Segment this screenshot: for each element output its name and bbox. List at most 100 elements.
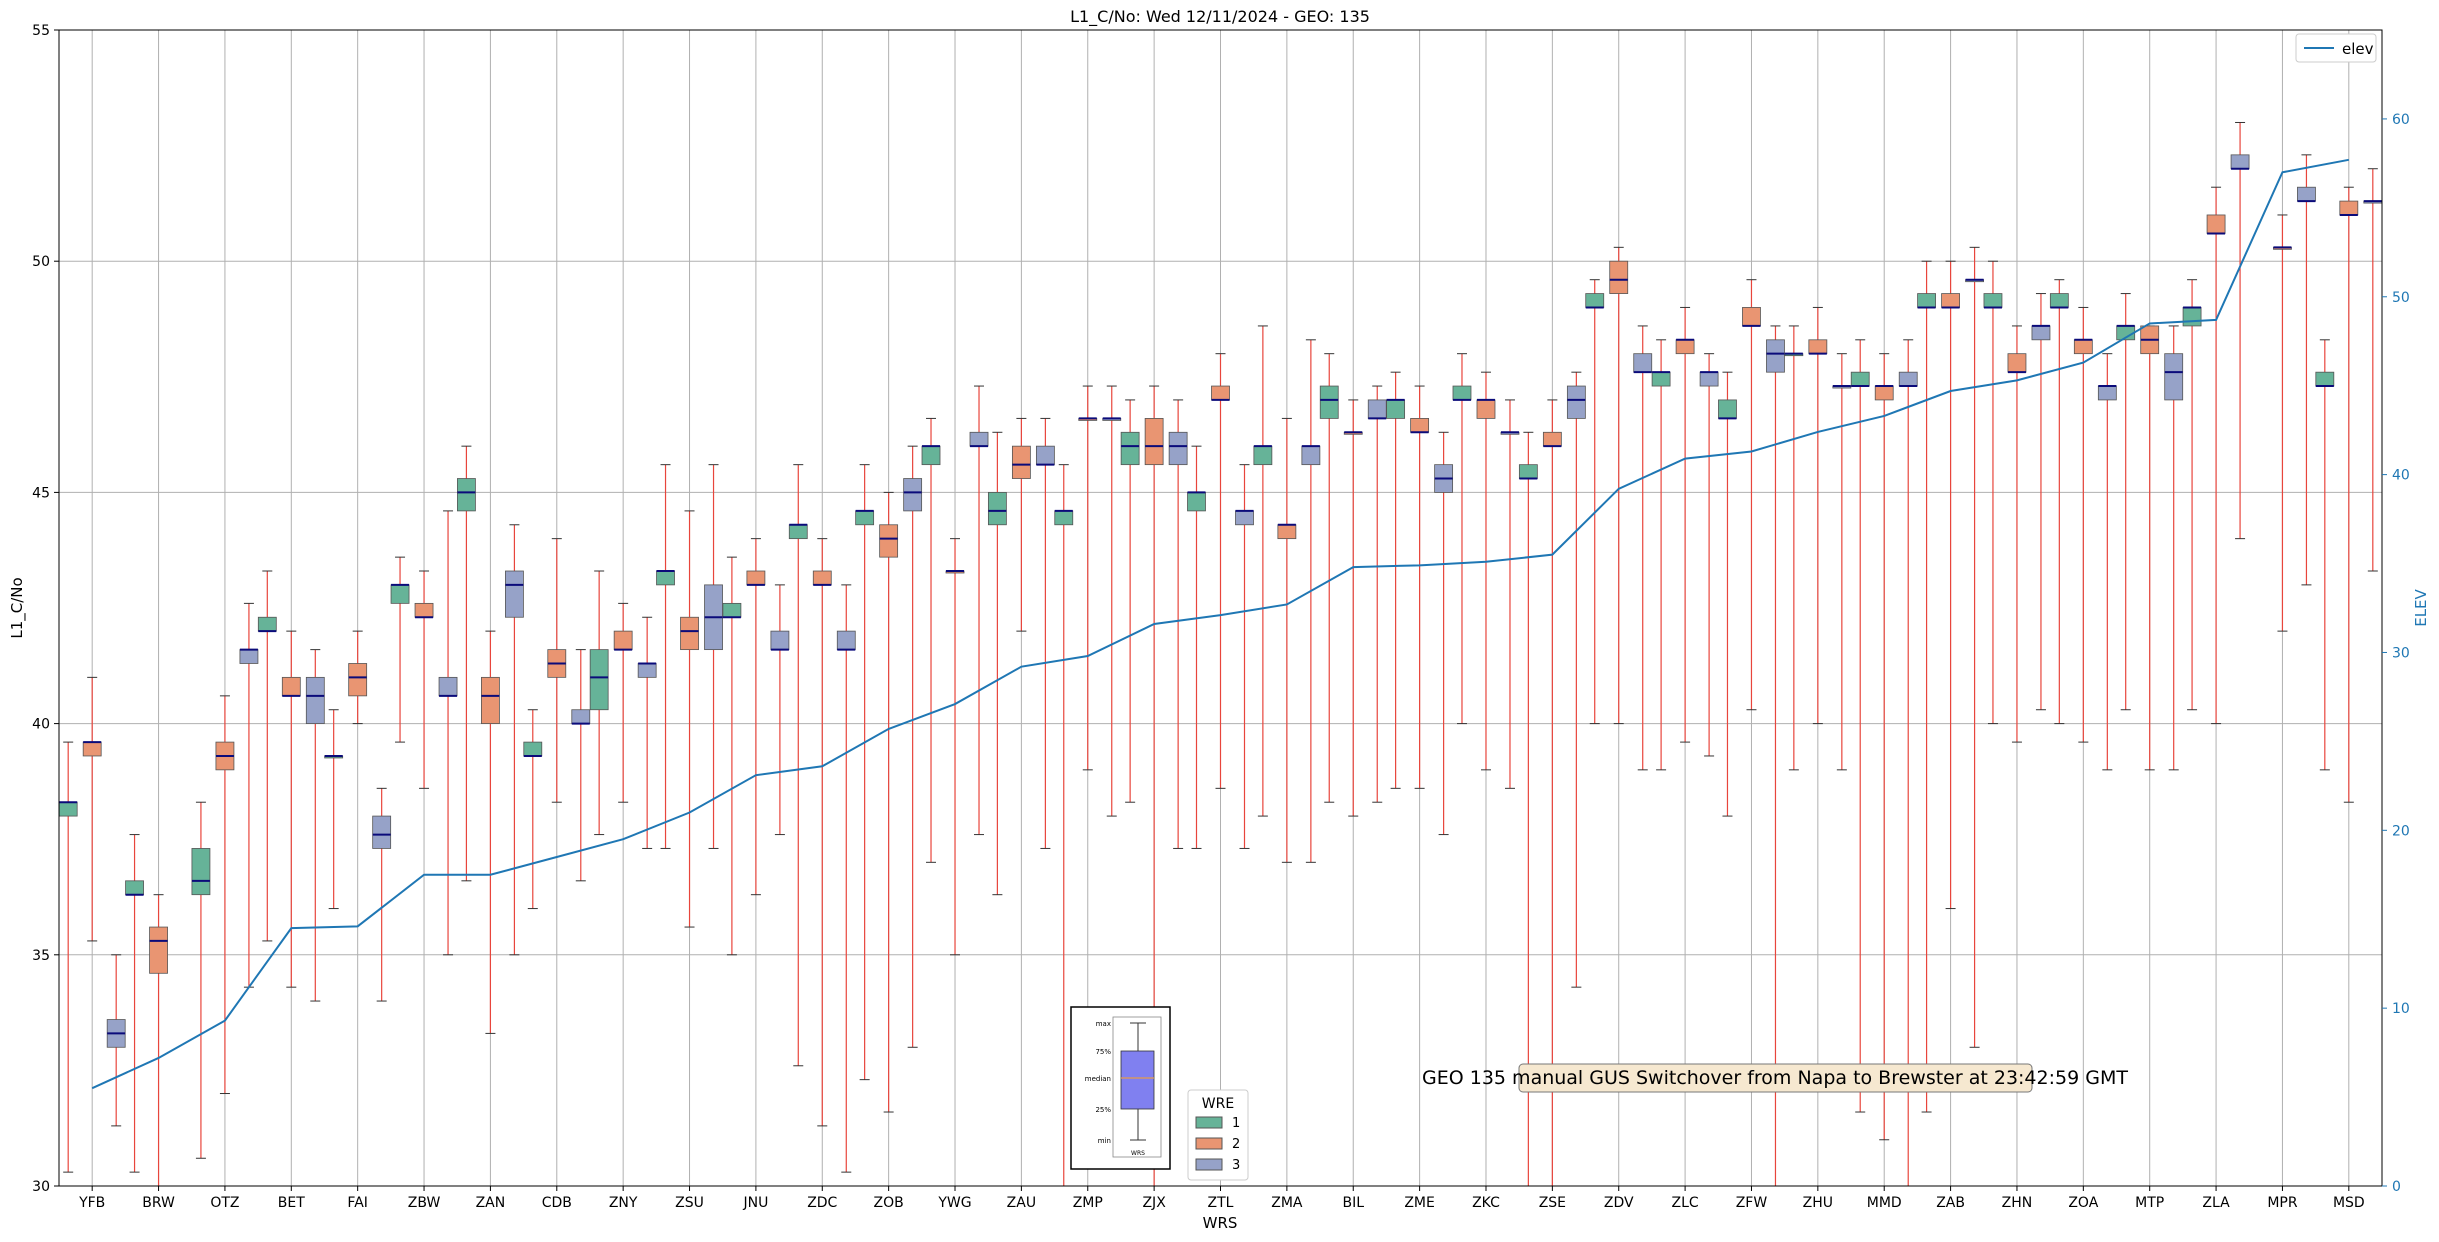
wre-box	[722, 602, 742, 618]
wre-box	[457, 478, 476, 512]
x-tick-label: MSD	[2333, 1195, 2365, 1211]
wre-box	[1319, 385, 1339, 419]
wre-box	[2073, 339, 2093, 355]
axis-layer: YFB BRW OTZ BET FAI ZBW ZAN CDB ZNY ZSU JNU ZDC ZOB Y…	[32, 23, 2410, 1211]
wre-box	[1144, 418, 1164, 466]
y2-tick-label: 30	[2392, 645, 2410, 661]
annotation-text: GEO 135 manual GUS Switchover from Napa …	[1422, 1067, 2128, 1089]
wre-box	[1452, 385, 1472, 401]
wre-box	[855, 510, 875, 526]
x-tick-label: BRW	[142, 1195, 175, 1211]
x-tick-label: ZFW	[1736, 1195, 1768, 1211]
x-tick-label: ZBW	[408, 1195, 441, 1211]
wre-box	[680, 616, 699, 651]
wre-box	[257, 616, 277, 632]
elev-legend: elev	[2295, 33, 2377, 63]
x-tick-label: ZSE	[1539, 1195, 1566, 1211]
key-box-label-min: min	[1098, 1137, 1111, 1145]
wre-box	[1386, 399, 1406, 419]
x-tick-label: ZMA	[1271, 1195, 1303, 1211]
wre-box	[2007, 353, 2027, 373]
x-tick-label: ZOA	[2068, 1195, 2098, 1211]
wre-box	[125, 880, 144, 896]
wre-box	[239, 649, 259, 664]
wre-box	[836, 630, 856, 651]
wre-box	[1651, 371, 1671, 387]
wre-box	[969, 431, 989, 447]
key-box-frame	[1070, 1006, 1171, 1170]
wre-box	[191, 848, 211, 896]
wre-box	[2315, 371, 2335, 387]
wre-box	[921, 445, 941, 466]
wre-box	[82, 741, 102, 757]
x-tick-label: MTP	[2135, 1195, 2164, 1211]
wre-box	[571, 709, 591, 725]
wre-box	[1609, 260, 1629, 294]
x-tick-label: ZLC	[1672, 1195, 1699, 1211]
wre-box	[2049, 293, 2069, 308]
wre-box	[1983, 293, 2003, 308]
wre-box	[523, 741, 543, 757]
wre-box	[1633, 353, 1653, 373]
wre-legend-frame	[1187, 1089, 1249, 1181]
wre-box	[637, 663, 657, 678]
wre-box	[1742, 307, 1761, 327]
wre-box	[2230, 154, 2250, 170]
y-axis-label: L1_C/No	[8, 577, 27, 638]
wre-box	[1054, 510, 1074, 526]
key-box-label-q3: 75%	[1095, 1048, 1111, 1056]
wre-box	[987, 491, 1007, 526]
wre-legend: WRE 1 2 3	[1187, 1089, 1249, 1181]
wre-box	[390, 584, 410, 604]
key-box-body	[1120, 1050, 1155, 1110]
x-tick-label: ZTL	[1208, 1195, 1234, 1211]
wre-legend-swatch-1	[1195, 1116, 1223, 1129]
x-tick-label: ZSU	[675, 1195, 704, 1211]
y2-tick-label: 10	[2392, 1001, 2410, 1017]
wre-box	[1585, 293, 1605, 308]
wre-box	[348, 663, 368, 697]
whisker-layer	[63, 121, 2378, 1186]
x-tick-label: ZKC	[1472, 1195, 1500, 1211]
x-tick-label: ZDV	[1604, 1195, 1634, 1211]
y2-tick-label: 40	[2392, 468, 2410, 484]
wre-box	[481, 676, 500, 724]
y2-tick-label: 50	[2392, 290, 2410, 306]
wre-box	[2339, 200, 2359, 216]
wre-box	[281, 676, 301, 697]
wre-box	[2182, 307, 2202, 327]
annotation-box	[1518, 1063, 2033, 1093]
wre-box	[1253, 445, 1273, 466]
wre-box	[1277, 524, 1297, 540]
wre-box	[1718, 399, 1737, 419]
elev-line	[91, 158, 2349, 1090]
y-tick-label: 55	[32, 23, 50, 39]
wre-box	[1917, 293, 1936, 308]
wre-box	[414, 602, 434, 618]
wre-box	[58, 801, 78, 817]
wre-box	[2206, 214, 2226, 234]
key-box-xlabel: WRS	[1131, 1150, 1145, 1157]
elev-layer	[91, 158, 2349, 1090]
x-tick-label: ZHU	[1803, 1195, 1833, 1211]
key-box-inset: max 75% median 25% min WRS	[1070, 1006, 1171, 1170]
elev-legend-frame	[2295, 33, 2377, 63]
y-tick-label: 30	[32, 1179, 50, 1195]
switchover-annotation: GEO 135 manual GUS Switchover from Napa …	[1422, 1063, 2128, 1093]
wre-box	[1235, 510, 1254, 526]
x-tick-label: OTZ	[210, 1195, 239, 1211]
wre-legend-label-2: 2	[1232, 1137, 1240, 1152]
x-tick-label: ZJX	[1142, 1195, 1166, 1211]
key-box-label-median: median	[1085, 1075, 1111, 1083]
wre-box	[770, 630, 790, 651]
wre-box	[589, 649, 609, 711]
wre-box	[1120, 431, 1140, 466]
x-tick-label: YWG	[937, 1195, 971, 1211]
key-box-label-max: max	[1096, 1020, 1111, 1028]
x-tick-label: ZAB	[1936, 1195, 1965, 1211]
x-tick-label: FAI	[347, 1195, 367, 1211]
wre-box	[1566, 385, 1586, 419]
elev-legend-label: elev	[2342, 40, 2374, 58]
